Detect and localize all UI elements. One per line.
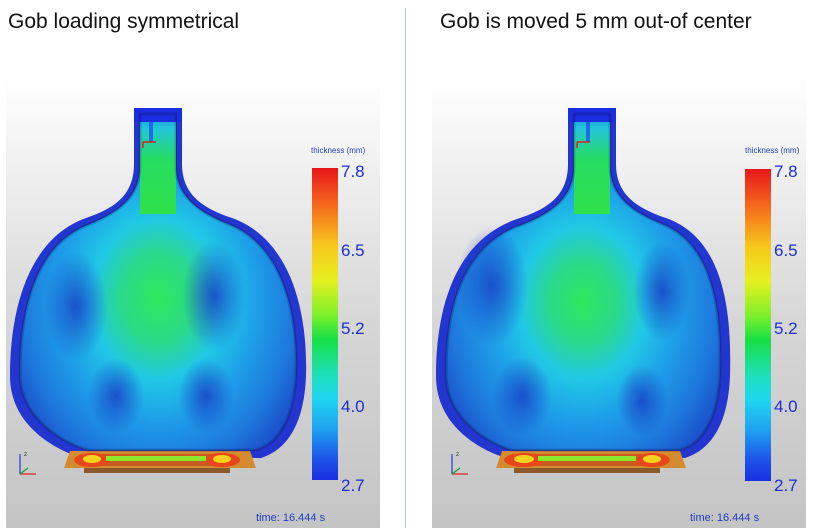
left-tick-6.5: 6.5	[341, 241, 365, 260]
right-panel-title: Gob is moved 5 mm out-of center	[440, 10, 752, 33]
right-tick-2.7: 2.7	[774, 476, 798, 495]
left-tick-2.7: 2.7	[341, 476, 365, 495]
left-simulation-viewport[interactable]: thickness (mm) 7.8 6.5 5.2 4.0 2.7 z tim…	[6, 76, 380, 528]
right-tick-7.8: 7.8	[774, 162, 798, 181]
left-tick-7.8: 7.8	[341, 162, 365, 181]
left-bottle-thickness-render	[10, 108, 307, 473]
svg-text:z: z	[456, 451, 459, 458]
right-axis-triad-icon: z	[451, 451, 468, 475]
right-legend-title: thickness (mm)	[745, 146, 800, 155]
right-bottle-neck	[574, 114, 610, 214]
left-time-label: time: 16.444 s	[256, 512, 326, 524]
left-colorbar	[312, 168, 338, 480]
right-tick-5.2: 5.2	[774, 319, 798, 338]
right-bottle-thickness-render	[436, 108, 731, 473]
left-legend-title: thickness (mm)	[311, 146, 366, 155]
left-bottle-body	[20, 114, 297, 450]
left-panel-title: Gob loading symmetrical	[8, 10, 240, 33]
left-axis-triad-icon: z	[19, 451, 36, 475]
left-tick-4.0: 4.0	[341, 397, 365, 416]
right-colorbar	[745, 169, 771, 481]
right-simulation-viewport[interactable]: thickness (mm) 7.8 6.5 5.2 4.0 2.7 z tim…	[432, 76, 806, 528]
svg-text:z: z	[24, 451, 27, 458]
panel-divider	[405, 8, 406, 528]
left-bottle-neck	[140, 114, 176, 214]
right-tick-6.5: 6.5	[774, 241, 798, 260]
right-time-label: time: 16.444 s	[690, 512, 760, 524]
left-tick-5.2: 5.2	[341, 319, 365, 338]
right-tick-4.0: 4.0	[774, 397, 798, 416]
